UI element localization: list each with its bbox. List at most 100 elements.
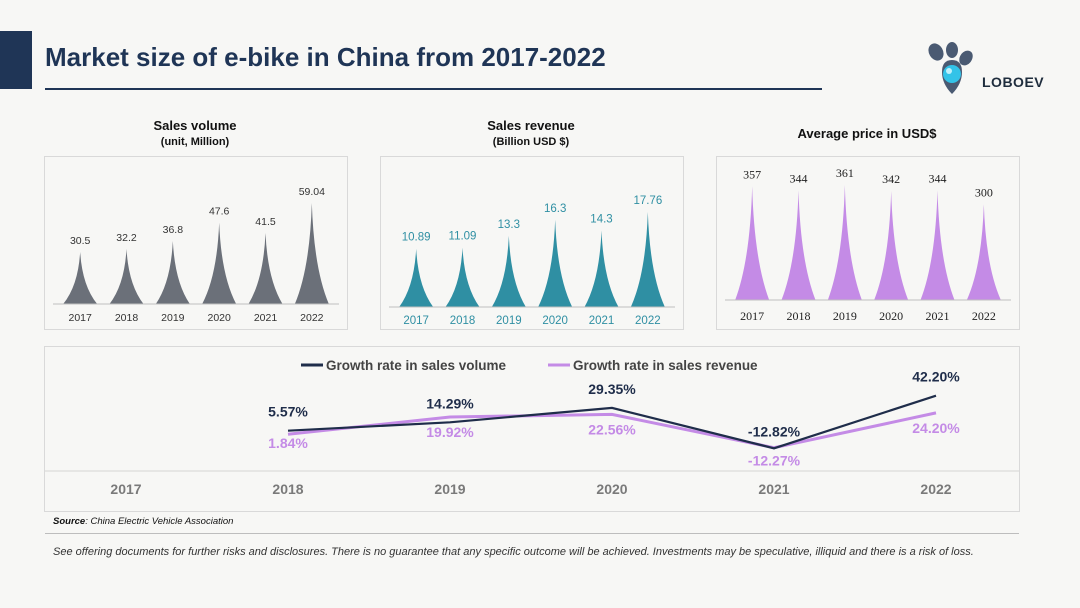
bar-2018: [445, 247, 480, 307]
footer-rule: [45, 533, 1019, 534]
tick-label-2021: 2021: [926, 309, 950, 323]
value-label-2020: 342: [882, 172, 900, 186]
value-label-2021: 41.5: [255, 216, 276, 228]
brand-name: LOBOEV: [982, 74, 1045, 90]
value-label-2018: 32.2: [116, 232, 137, 244]
bar-2021: [584, 230, 619, 307]
value-label-2022: 17.76: [633, 195, 662, 207]
point-label-0-2020: 29.35%: [588, 381, 636, 397]
sales-revenue-svg: 10.89 2017 11.09 2018 13.3 2019 16.3 2020 14.3 20…: [389, 195, 675, 327]
bar-2022: [630, 212, 665, 307]
loboev-logo-icon: [928, 42, 973, 94]
series-line-0: [287, 394, 937, 450]
sales-revenue-title: Sales revenue (Billion USD $): [451, 117, 611, 151]
disclaimer-text: See offering documents for further risks…: [53, 546, 974, 558]
sales-revenue-title-text: Sales revenue: [487, 118, 575, 133]
value-label-2017: 10.89: [402, 232, 431, 244]
sales-volume-subtitle: (unit, Million): [160, 136, 230, 148]
bar-2019: [827, 185, 862, 300]
value-label-2019: 361: [836, 166, 854, 180]
tick-label-2022: 2022: [920, 481, 951, 497]
average-price-title-text: Average price in USD$: [797, 126, 937, 141]
tick-label-2018: 2018: [272, 481, 303, 497]
tick-label-2018: 2018: [115, 312, 139, 324]
point-label-1-2020: 22.56%: [588, 421, 636, 437]
tick-label-2019: 2019: [161, 312, 185, 324]
tick-label-2020: 2020: [207, 312, 231, 324]
bar-2022: [294, 203, 329, 304]
value-label-2017: 30.5: [70, 235, 91, 247]
title-underline: [45, 88, 822, 90]
point-label-1-2018: 1.84%: [268, 435, 308, 451]
tick-label-2022: 2022: [635, 315, 661, 327]
tick-label-2019: 2019: [434, 481, 465, 497]
value-label-2019: 36.8: [163, 224, 184, 236]
tick-label-2021: 2021: [254, 312, 278, 324]
tick-label-2020: 2020: [879, 309, 903, 323]
value-label-2022: 300: [975, 185, 993, 199]
bar-2020: [874, 191, 909, 300]
value-label-2021: 14.3: [590, 214, 612, 226]
sales-revenue-subtitle: (Billion USD $): [492, 136, 570, 148]
sales-revenue-chart: 10.89 2017 11.09 2018 13.3 2019 16.3 2020 14.3 20…: [380, 156, 684, 330]
bar-2020: [538, 219, 573, 307]
sales-volume-svg: 30.5 2017 32.2 2018 36.8 2019 47.6 2020 41.5 2021…: [53, 186, 339, 324]
tick-label-2017: 2017: [110, 481, 141, 497]
growth-rate-chart: Growth rate in sales volume Growth rate i…: [44, 346, 1020, 512]
value-label-2017: 357: [743, 167, 761, 181]
bar-2017: [735, 186, 770, 300]
tick-label-2020: 2020: [542, 315, 568, 327]
page-title: Market size of e-bike in China from 2017…: [45, 42, 606, 72]
tick-label-2019: 2019: [496, 315, 522, 327]
tick-label-2018: 2018: [450, 315, 476, 327]
sales-volume-title: Sales volume (unit, Million): [115, 117, 275, 151]
point-label-1-2022: 24.20%: [912, 420, 960, 436]
source-text: : China Electric Vehicle Association: [85, 516, 234, 527]
legend-label-0: Growth rate in sales volume: [326, 358, 507, 373]
bar-2017: [399, 248, 434, 307]
bar-2019: [491, 235, 526, 307]
bar-2018: [109, 248, 144, 304]
point-label-1-2021: -12.27%: [748, 453, 801, 469]
tick-label-2017: 2017: [403, 315, 429, 327]
bar-2022: [966, 204, 1001, 300]
value-label-2020: 16.3: [544, 203, 566, 215]
value-label-2021: 344: [929, 171, 947, 185]
bar-2021: [248, 233, 283, 304]
value-label-2019: 13.3: [498, 219, 520, 231]
bar-2018: [781, 190, 816, 300]
series-line-1: [287, 411, 937, 450]
tick-label-2020: 2020: [596, 481, 627, 497]
source-note: Source: China Electric Vehicle Associati…: [53, 516, 233, 527]
sales-volume-chart: 30.5 2017 32.2 2018 36.8 2019 47.6 2020 41.5 2021…: [44, 156, 348, 330]
tick-label-2017: 2017: [68, 312, 92, 324]
tick-label-2019: 2019: [833, 309, 857, 323]
bar-2017: [63, 251, 98, 304]
tick-label-2017: 2017: [740, 309, 764, 323]
sales-volume-title-text: Sales volume: [153, 118, 237, 133]
average-price-chart: 357 2017 344 2018 361 2019 342 2020 344 2021 300 20…: [716, 156, 1020, 330]
point-label-0-2022: 42.20%: [912, 369, 960, 385]
point-label-0-2019: 14.29%: [426, 395, 474, 411]
point-label-0-2021: -12.82%: [748, 423, 801, 439]
point-label-0-2018: 5.57%: [268, 404, 308, 420]
point-label-1-2019: 19.92%: [426, 424, 474, 440]
tick-label-2022: 2022: [972, 309, 996, 323]
growth-rate-svg: Growth rate in sales volume Growth rate i…: [45, 358, 1019, 497]
value-label-2022: 59.04: [299, 186, 325, 198]
average-price-title: Average price in USD$: [767, 125, 967, 142]
average-price-svg: 357 2017 344 2018 361 2019 342 2020 344 2021 300 20…: [725, 166, 1011, 323]
value-label-2018: 11.09: [449, 231, 477, 243]
tick-label-2021: 2021: [589, 315, 615, 327]
bar-2021: [920, 190, 955, 300]
title-accent-bar: [0, 31, 32, 89]
tick-label-2021: 2021: [758, 481, 789, 497]
tick-label-2018: 2018: [787, 309, 811, 323]
value-label-2018: 344: [790, 171, 808, 185]
tick-label-2022: 2022: [300, 312, 324, 324]
bar-2019: [155, 241, 190, 304]
legend-label-1: Growth rate in sales revenue: [573, 358, 758, 373]
source-label: Source: [53, 516, 86, 527]
value-label-2020: 47.6: [209, 206, 230, 218]
bar-2020: [202, 222, 237, 304]
